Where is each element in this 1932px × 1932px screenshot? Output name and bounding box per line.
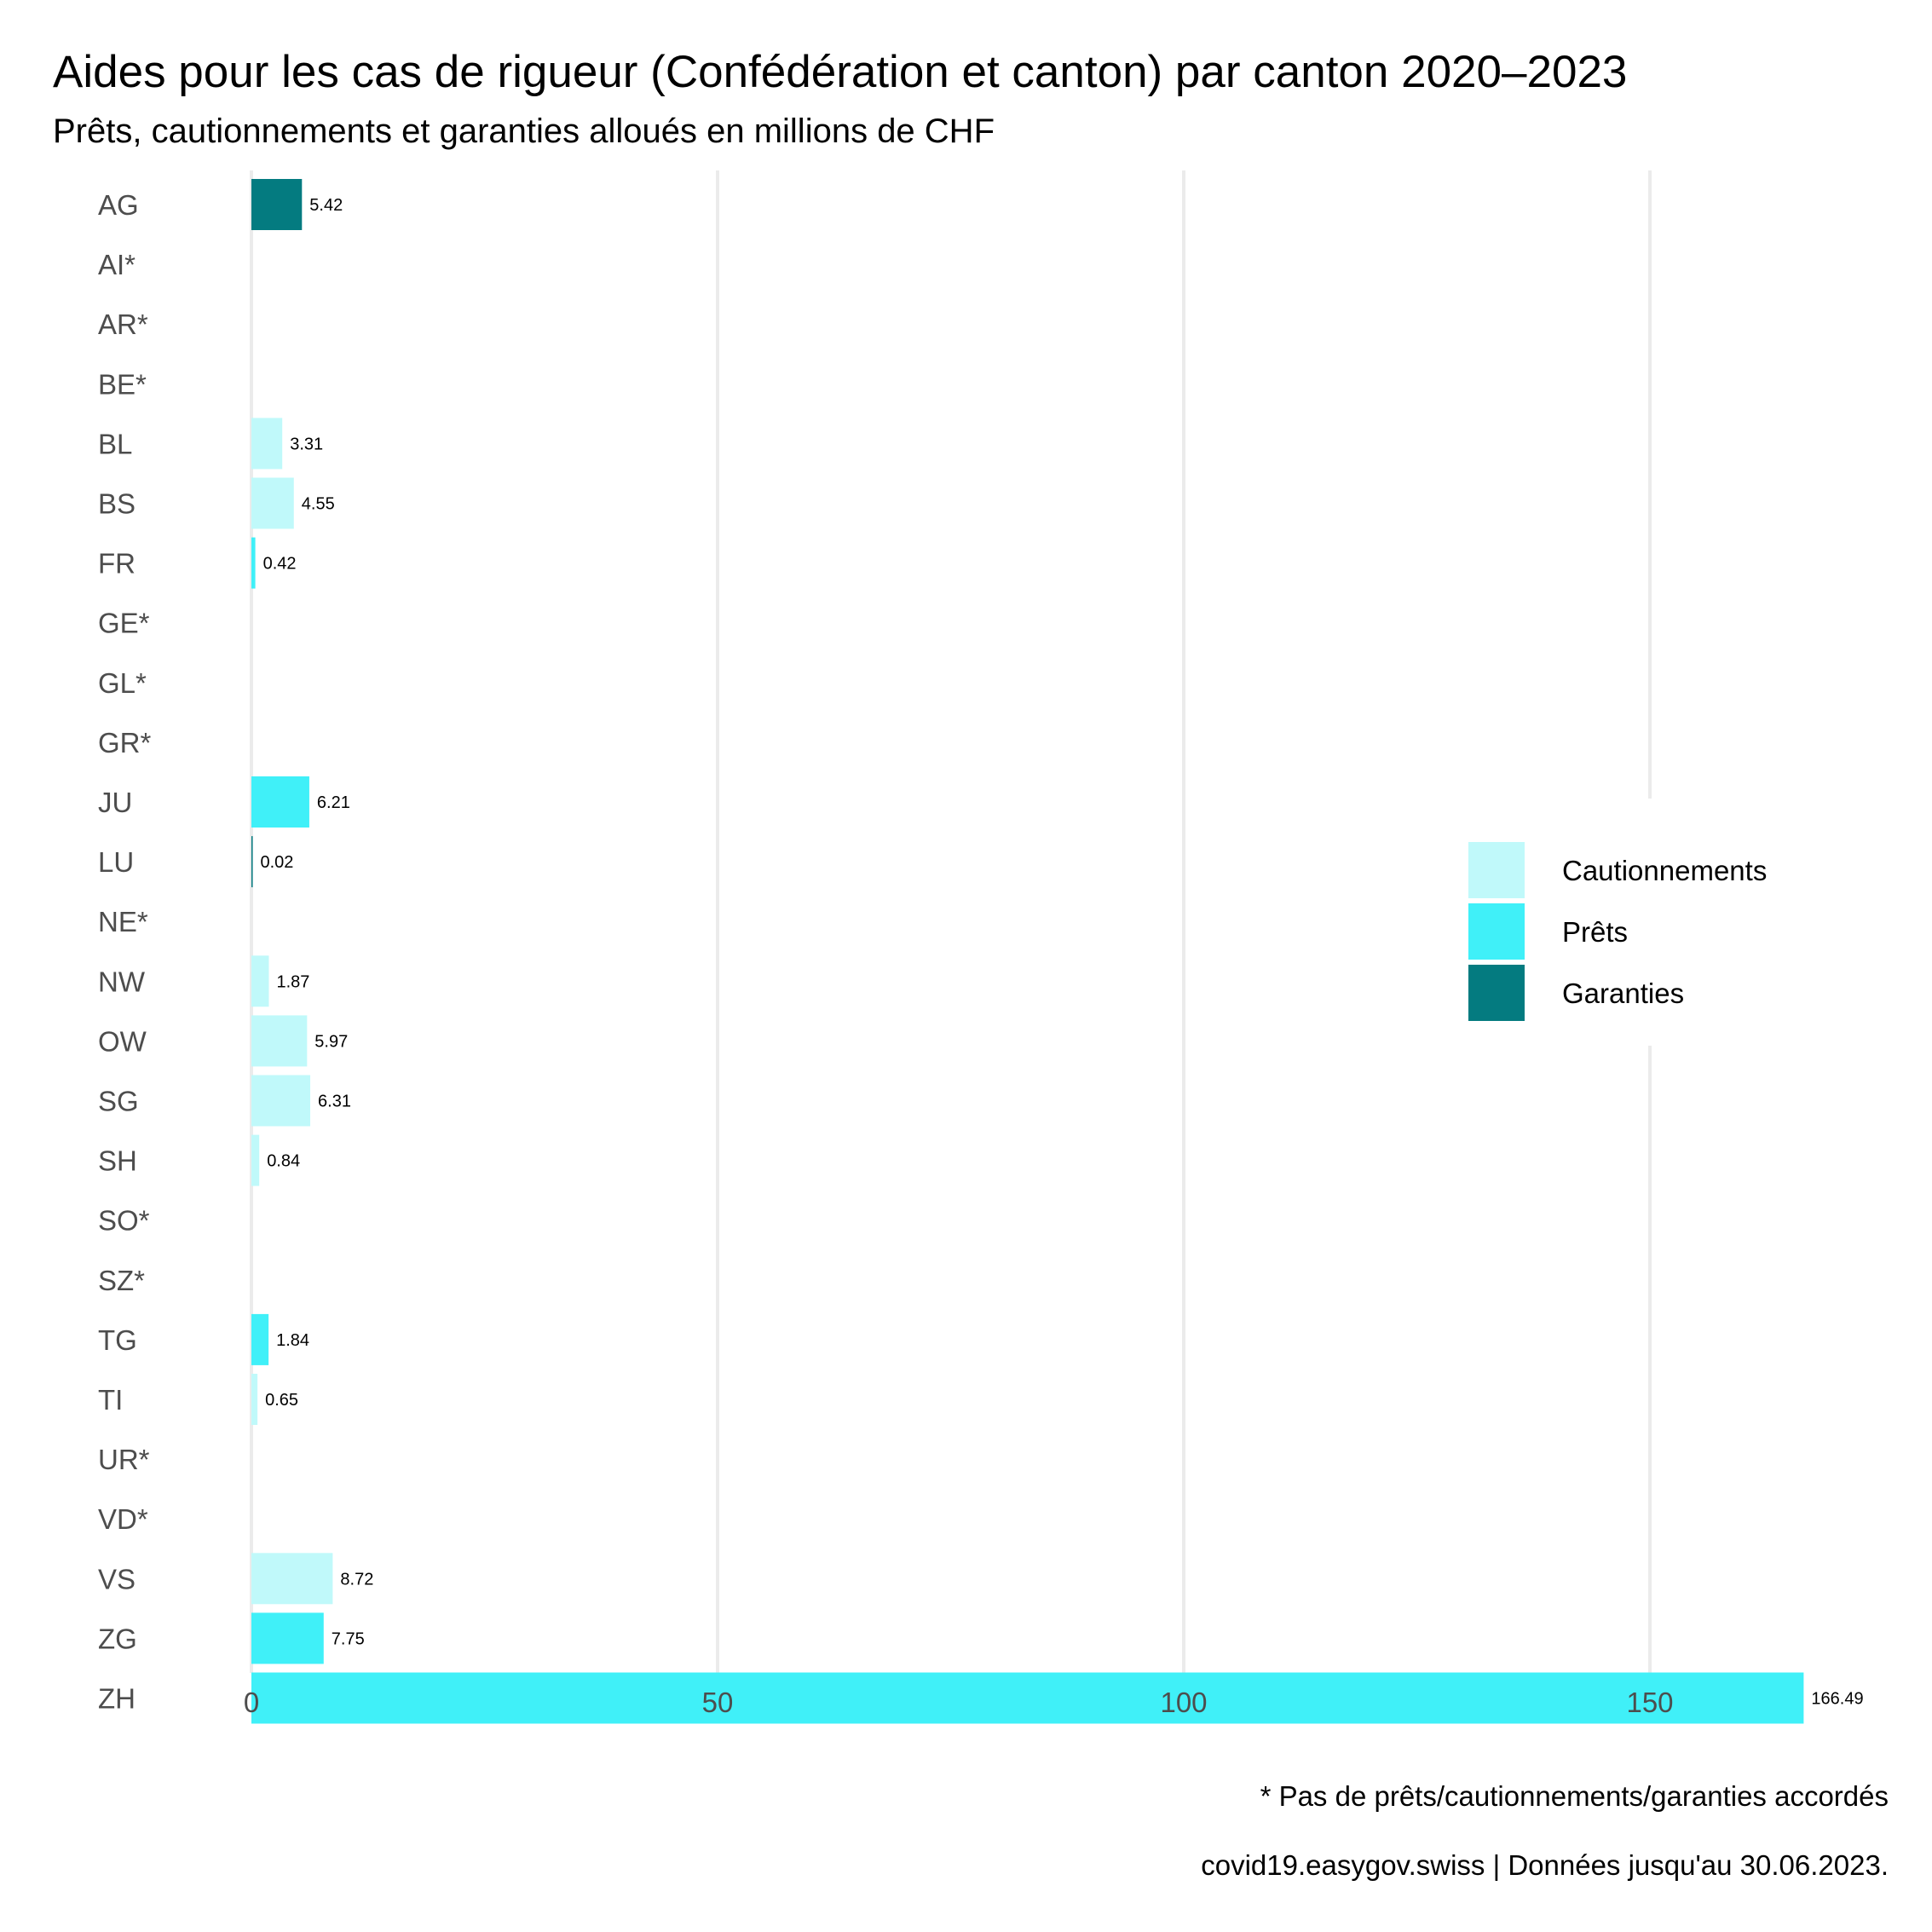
- y-axis-label: GL*: [98, 667, 147, 699]
- source-caption: covid19.easygov.swiss | Données jusqu'au…: [1201, 1849, 1889, 1881]
- chart-title: Aides pour les cas de rigueur (Confédéra…: [53, 47, 1627, 97]
- bar-sg: [251, 1075, 311, 1127]
- bar-bl: [251, 418, 283, 470]
- value-label: 6.31: [318, 1093, 351, 1111]
- legend-label: Garanties: [1562, 978, 1684, 1009]
- y-axis-label: BE*: [98, 368, 147, 400]
- value-label: 4.55: [302, 495, 335, 514]
- legend-key-garanties: [1468, 965, 1525, 1021]
- value-label: 0.42: [263, 555, 297, 574]
- y-axis-label: LU: [98, 846, 134, 878]
- y-axis-label: AI*: [98, 249, 136, 280]
- y-axis-label: SG: [98, 1086, 139, 1117]
- value-label: 5.42: [309, 196, 343, 215]
- value-label: 1.84: [276, 1331, 309, 1350]
- bar-fr: [251, 537, 256, 589]
- y-axis-label: SH: [98, 1145, 137, 1177]
- y-axis-label: BL: [98, 428, 132, 459]
- y-axis-label: UR*: [98, 1444, 150, 1475]
- value-label: 0.02: [261, 853, 294, 872]
- bar-zg: [251, 1612, 324, 1664]
- bar-vs: [251, 1553, 333, 1605]
- legend-label: Cautionnements: [1562, 855, 1767, 886]
- y-axis-label: BS: [98, 488, 136, 520]
- value-label: 6.21: [317, 793, 350, 812]
- y-axis-label: NW: [98, 966, 146, 997]
- y-axis-label: FR: [98, 548, 136, 580]
- bar-lu: [251, 836, 253, 888]
- value-labels: 5.42 3.31 4.55 0.42 6.21 0.02 1.87 5.97 6.31 0.84…: [261, 196, 1864, 1709]
- y-axis-label: AG: [98, 189, 139, 221]
- x-axis-ticks: 0 50 100 150: [244, 1687, 1674, 1718]
- y-axis-label: AR*: [98, 309, 148, 340]
- bar-bs: [251, 477, 294, 529]
- bar-nw: [251, 955, 269, 1007]
- bar-ti: [251, 1374, 258, 1425]
- y-axis-label: SO*: [98, 1205, 150, 1237]
- value-label: 0.84: [267, 1152, 300, 1171]
- legend: Cautionnements Prêts Garanties: [1449, 799, 1832, 1046]
- y-axis-label: OW: [98, 1025, 147, 1057]
- value-label: 5.97: [314, 1032, 348, 1051]
- y-axis-label: ZG: [98, 1623, 137, 1654]
- value-label: 166.49: [1811, 1690, 1863, 1709]
- chart-subtitle: Prêts, cautionnements et garanties allou…: [53, 112, 995, 150]
- y-axis-label: GE*: [98, 608, 150, 639]
- value-label: 7.75: [332, 1629, 365, 1648]
- y-axis-label: JU: [98, 787, 132, 818]
- x-tick-label: 0: [244, 1687, 259, 1718]
- value-label: 8.72: [340, 1570, 373, 1589]
- bar-tg: [251, 1313, 269, 1365]
- legend-key-cautionnements: [1468, 842, 1525, 898]
- y-axis-label: SZ*: [98, 1265, 145, 1296]
- y-axis-labels: AG AI* AR* BE* BL BS FR GE* GL* GR* JU LU NE* NW OW SG S…: [98, 189, 152, 1715]
- legend-key-prêts: [1468, 903, 1525, 960]
- x-tick-label: 50: [702, 1687, 734, 1718]
- x-tick-label: 100: [1160, 1687, 1207, 1718]
- y-axis-label: VD*: [98, 1503, 148, 1535]
- bars: [251, 179, 1804, 1724]
- value-label: 0.65: [265, 1391, 298, 1410]
- bar-ow: [251, 1015, 308, 1067]
- footnote: * Pas de prêts/cautionnements/garanties …: [1260, 1780, 1889, 1812]
- bar-ag: [251, 179, 303, 230]
- value-label: 1.87: [276, 972, 309, 991]
- y-axis-label: GR*: [98, 727, 152, 758]
- y-axis-label: VS: [98, 1563, 136, 1595]
- bar-zh: [251, 1672, 1804, 1724]
- bar-ju: [251, 776, 309, 828]
- y-axis-label: TI: [98, 1384, 123, 1416]
- legend-label: Prêts: [1562, 916, 1628, 948]
- value-label: 3.31: [290, 435, 323, 453]
- bar-sh: [251, 1134, 260, 1186]
- y-axis-label: NE*: [98, 906, 148, 937]
- y-axis-label: ZH: [98, 1683, 136, 1715]
- x-tick-label: 150: [1626, 1687, 1673, 1718]
- y-axis-label: TG: [98, 1324, 137, 1356]
